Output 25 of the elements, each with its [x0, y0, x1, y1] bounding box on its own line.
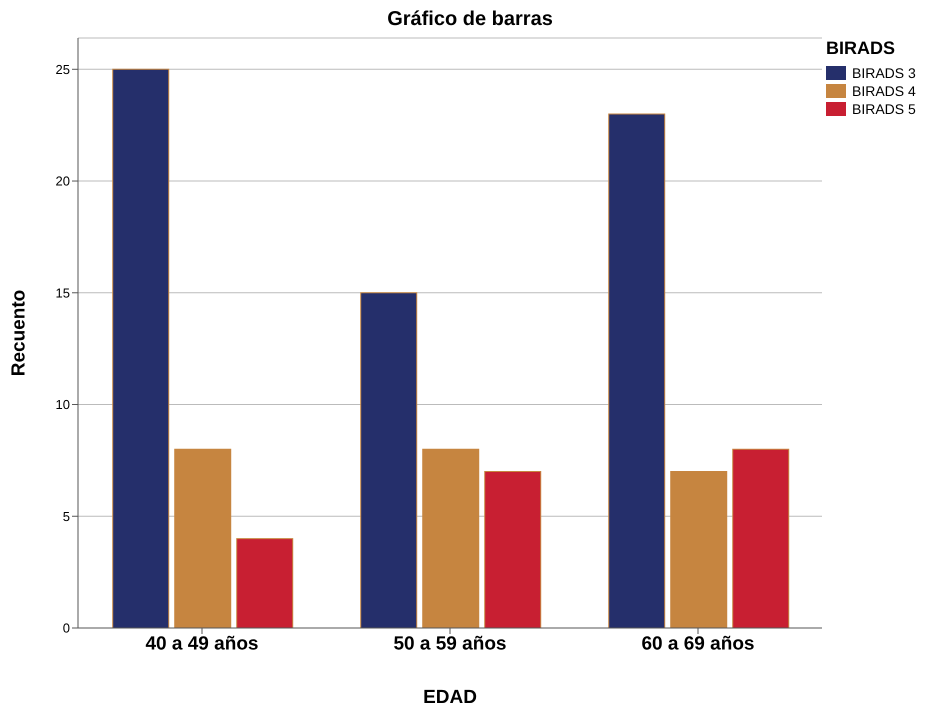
bar	[360, 292, 418, 628]
bar	[670, 471, 728, 628]
y-axis-title: Recuento	[8, 290, 30, 376]
x-tick-label: 40 a 49 años	[145, 633, 259, 654]
bar	[484, 471, 542, 628]
y-tick-label: 5	[62, 508, 70, 524]
chart-title: Gráfico de barras	[386, 8, 554, 31]
x-tick-label: 50 a 59 años	[393, 633, 507, 654]
legend-label: BIRADS 3	[852, 65, 916, 81]
x-tick-label: 60 a 69 años	[641, 633, 755, 654]
y-tick-label: 10	[56, 397, 70, 412]
y-tick-label: 15	[56, 285, 70, 300]
y-tick-label: 20	[56, 174, 70, 189]
legend-title: BIRADS	[826, 38, 896, 59]
bar	[174, 448, 232, 628]
bar	[732, 448, 790, 628]
bar	[112, 68, 170, 628]
legend-label: BIRADS 5	[852, 101, 916, 117]
bar	[236, 538, 294, 628]
y-tick-label: 0	[62, 620, 70, 636]
legend-label: BIRADS 4	[852, 83, 916, 99]
bar	[422, 448, 480, 628]
x-axis-title: EDAD	[423, 687, 477, 708]
bar	[608, 113, 666, 628]
y-tick-label: 25	[56, 62, 70, 77]
